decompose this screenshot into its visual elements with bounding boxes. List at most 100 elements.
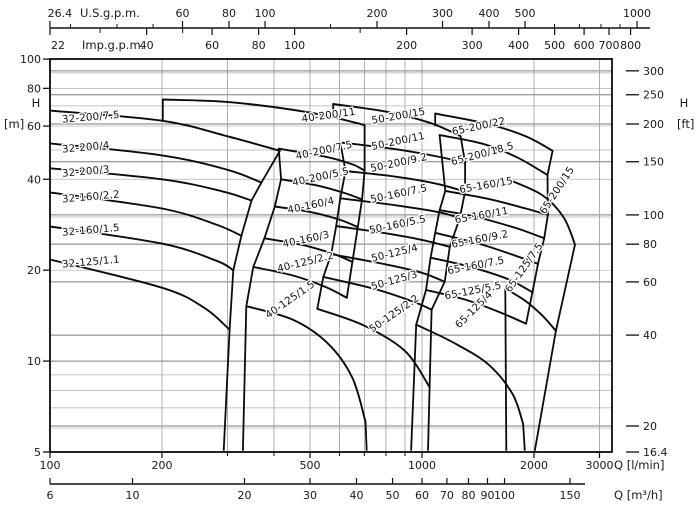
pump-curve-32-200/4 — [49, 142, 263, 184]
imp-gpm-axis-title: Imp.g.p.m. — [82, 38, 144, 52]
q-lmin-tick-label: 3000 — [585, 459, 613, 472]
h-m-axis-title: H — [32, 96, 41, 110]
q-lmin-tick-label: 100 — [40, 459, 61, 472]
pump-curve-65-200/15 — [506, 178, 576, 246]
boundary-40-family-right — [345, 125, 366, 298]
pump-curve-40-160/3 — [263, 237, 354, 263]
boundary-65-family-left — [410, 135, 447, 451]
h-ft-tick-label: 200 — [643, 118, 664, 131]
imp-gpm-tick-label: 100 — [284, 39, 305, 52]
imp-gpm-tick-label: 80 — [252, 39, 266, 52]
curve-label-65-125/5.5: 65-125/5.5 — [444, 281, 503, 303]
us-gpm-tick-label: 60 — [176, 7, 190, 20]
h-ft-tick-label: 100 — [643, 209, 664, 222]
imp-gpm-tick-label: 22 — [51, 39, 65, 52]
q-m3h-tick-label: 30 — [303, 489, 317, 502]
h-ft-tick-label: 300 — [643, 65, 664, 78]
q-m3h-tick-label: 80 — [461, 489, 475, 502]
h-ft-tick-label: 60 — [643, 276, 657, 289]
pump-curve-65-200/22 — [434, 112, 554, 152]
pump-curve-40-125/1.5 — [245, 305, 367, 423]
h-ft-tick-label: 20 — [643, 420, 657, 433]
curve-label-32-125/1.1: 32-125/1.1 — [62, 255, 120, 271]
curve-label-40-160/3: 40-160/3 — [282, 230, 331, 251]
imp-gpm-tick-label: 60 — [205, 39, 219, 52]
pump-curve-65-160/11 — [438, 209, 546, 240]
imp-gpm-tick-label: 400 — [508, 39, 529, 52]
boundary-32-family-right — [222, 150, 281, 451]
pump-curve-65-160/9.2 — [434, 231, 539, 265]
pump-curve-65-160/7.5 — [429, 256, 534, 294]
curve-label-50-200/9.2: 50-200/9.2 — [370, 152, 429, 175]
q-m3h-tick-label: 40 — [349, 489, 363, 502]
imp-gpm-tick-label: 200 — [396, 39, 417, 52]
right-axis: 300 250 200 150 100 80 60 40 20 16.4 H [ft] — [626, 65, 694, 459]
pump-curve-32-160/1.5 — [49, 225, 235, 272]
q-m3h-tick-label: 20 — [238, 489, 252, 502]
us-gpm-tick-label: 400 — [479, 7, 500, 20]
pump-curve-50-200/11 — [339, 141, 467, 164]
h-m-tick-label: 100 — [20, 53, 41, 66]
us-gpm-tick-label: 80 — [222, 7, 236, 20]
curve-label-40-200/11: 40-200/11 — [301, 107, 356, 125]
top-axes: 26.4 60 80 100 200 300 400 500 1000 U.S.g.p.m. 22 4… — [48, 6, 651, 52]
pump-curves — [49, 98, 576, 425]
h-m-tick-label: 10 — [27, 355, 41, 368]
pump-curve-50-160/5.5 — [335, 225, 451, 248]
us-gpm-tick-label: 300 — [432, 7, 453, 20]
imp-gpm-tick-label: 800 — [620, 39, 641, 52]
curve-label-50-125/4: 50-125/4 — [370, 243, 419, 265]
pump-curve-40-125/2.2 — [252, 265, 348, 299]
curve-label-40-125/1.5: 40-125/1.5 — [264, 279, 318, 321]
pump-curve-50-200/15 — [332, 103, 462, 138]
q-m3h-tick-label: 90 — [481, 489, 495, 502]
curve-label-50-125/2.2: 50-125/2.2 — [368, 293, 422, 335]
boundary-40-family-left — [242, 148, 282, 451]
h-ft-tick-label: 250 — [643, 89, 664, 102]
curve-label-65-200/18.5: 65-200/18.5 — [450, 141, 515, 168]
bottom-lmin-axis: 100 200 500 1000 2000 3000 Q [l/min] — [40, 452, 664, 472]
q-lmin-axis-title: Q [l/min] — [614, 458, 664, 472]
q-lmin-tick-label: 1000 — [408, 459, 436, 472]
pump-curve-40-200/5.5 — [280, 178, 364, 201]
q-lmin-tick-label: 500 — [300, 459, 321, 472]
h-ft-tick-label: 40 — [643, 329, 657, 342]
us-gpm-tick-label: 100 — [255, 7, 276, 20]
imp-gpm-tick-label: 500 — [544, 39, 565, 52]
us-gpm-tick-label: 26.4 — [48, 7, 73, 20]
h-ft-tick-label: 150 — [643, 156, 664, 169]
curve-label-32-160/1.5: 32-160/1.5 — [62, 223, 120, 239]
plot-border — [49, 58, 613, 453]
curve-label-32-200/3: 32-200/3 — [62, 165, 110, 180]
q-m3h-tick-label: 50 — [386, 489, 400, 502]
grid — [50, 59, 612, 452]
curve-label-40-200/7.5: 40-200/7.5 — [295, 140, 354, 163]
boundary-65-family-right-lower — [533, 244, 576, 451]
bottom-m3h-axis: 6 10 20 30 40 50 60 70 80 90 100 150 Q [m³/h] — [47, 478, 663, 502]
h-m-tick-label: 80 — [27, 82, 41, 95]
pump-curve-50-125/3 — [322, 275, 433, 311]
curve-label-32-160/2.2: 32-160/2.2 — [62, 189, 120, 205]
boundary-40-family-right-bottom — [364, 421, 368, 451]
pump-curve-32-200/7.5 — [49, 109, 281, 152]
q-lmin-tick-label: 200 — [151, 459, 172, 472]
q-lmin-tick-label: 2000 — [520, 459, 548, 472]
h-ft-axis-title: H — [680, 96, 689, 110]
curve-label-65-200/22: 65-200/22 — [451, 116, 506, 138]
pump-curve-32-200/3 — [49, 167, 253, 202]
h-ft-tick-label: 16.4 — [643, 446, 668, 459]
imp-gpm-tick-label: 40 — [140, 39, 154, 52]
boundary-65-125-7.5-left — [504, 288, 508, 451]
us-gpm-tick-label: 200 — [367, 7, 388, 20]
pump-curve-50-160/7.5 — [339, 197, 461, 219]
pump-curve-40-200/11 — [161, 98, 366, 126]
q-m3h-tick-label: 70 — [440, 489, 454, 502]
h-ft-tick-label: 80 — [643, 238, 657, 251]
boundary-65-125-4-end — [522, 423, 526, 451]
h-ft-axis-unit: [ft] — [677, 117, 694, 131]
curve-label-50-160/5.5: 50-160/5.5 — [368, 214, 427, 237]
curve-label-40-125/2.2: 40-125/2.2 — [276, 250, 335, 275]
pump-curve-65-125/7.5 — [504, 287, 557, 332]
h-m-tick-label: 5 — [34, 446, 41, 459]
left-axis: 100 80 60 40 20 10 5 H [m] — [4, 53, 50, 459]
